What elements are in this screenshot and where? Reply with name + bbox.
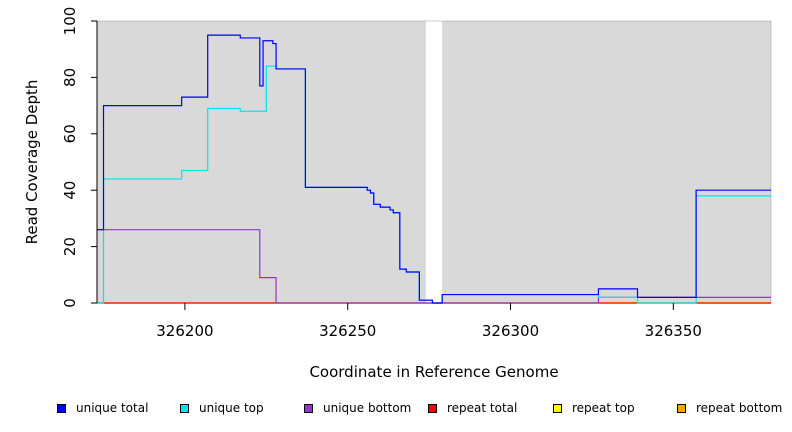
legend-swatch: [57, 403, 66, 413]
legend-label: unique total: [76, 401, 149, 415]
legend-item: unique total: [57, 398, 148, 418]
legend-label: repeat total: [447, 401, 518, 415]
legend-label: repeat top: [572, 401, 635, 415]
legend-label: unique top: [199, 401, 264, 415]
x-axis-label: Coordinate in Reference Genome: [309, 363, 558, 381]
coverage-chart: 0 20 40 60 80 100 326200 326250 326300 326350 Coo…: [23, 7, 772, 381]
legend: unique total unique top unique bottom repea…: [0, 398, 792, 420]
series-line-unique-bottom: [97, 229, 771, 304]
legend-swatch: [553, 403, 562, 413]
legend-item: unique top: [180, 398, 264, 418]
legend-label: unique bottom: [323, 401, 412, 415]
x-tick-label: 326350: [645, 322, 702, 340]
y-tick-label: 20: [61, 237, 79, 256]
y-tick-label: 100: [61, 7, 79, 36]
legend-label: repeat bottom: [696, 401, 783, 415]
y-tick-label: 80: [61, 68, 79, 87]
y-axis-label: Read Coverage Depth: [23, 80, 41, 245]
legend-item: repeat bottom: [677, 398, 782, 418]
y-tick-label: 0: [61, 298, 79, 308]
plot-background: [96, 20, 772, 304]
plot-panel-left: [97, 21, 426, 303]
x-tick-label: 326300: [482, 322, 539, 340]
x-tick-label: 326200: [156, 322, 213, 340]
y-tick-label: 60: [61, 124, 79, 143]
legend-item: repeat top: [553, 398, 635, 418]
legend-swatch: [180, 403, 189, 413]
series-layer: [97, 34, 771, 304]
legend-swatch: [304, 403, 313, 413]
legend-item: repeat total: [428, 398, 517, 418]
axes-layer: 0 20 40 60 80 100 326200 326250 326300 326350: [61, 7, 702, 340]
plot-panel-right: [442, 21, 771, 303]
series-line-unique-total: [97, 34, 771, 304]
legend-swatch: [677, 403, 686, 413]
x-tick-label: 326250: [319, 322, 376, 340]
y-tick-label: 40: [61, 181, 79, 200]
legend-swatch: [428, 403, 437, 413]
legend-item: unique bottom: [304, 398, 411, 418]
